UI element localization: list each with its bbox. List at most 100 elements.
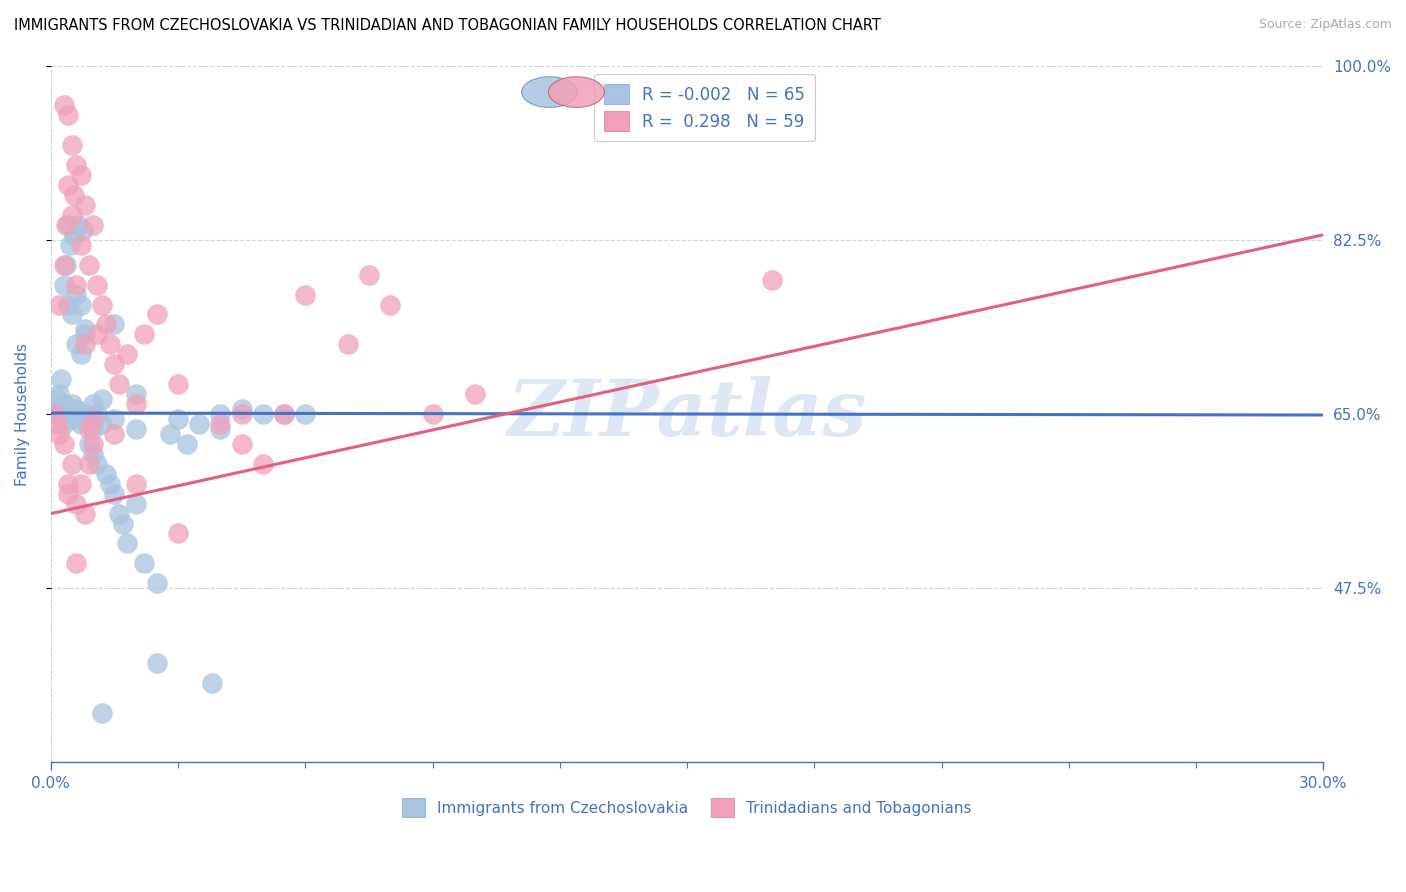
Point bbox=[134, 557, 156, 571]
Text: Source: ZipAtlas.com: Source: ZipAtlas.com bbox=[1258, 18, 1392, 31]
Point bbox=[422, 407, 444, 421]
Point bbox=[167, 412, 190, 426]
Point bbox=[294, 407, 316, 421]
Point bbox=[201, 675, 224, 690]
Point bbox=[65, 497, 87, 511]
Point bbox=[103, 486, 125, 500]
Point bbox=[73, 337, 96, 351]
Point bbox=[115, 536, 138, 550]
Circle shape bbox=[522, 77, 578, 107]
Point bbox=[82, 417, 104, 431]
Point bbox=[73, 322, 96, 336]
Point bbox=[65, 287, 87, 301]
Point bbox=[56, 297, 79, 311]
Point bbox=[48, 387, 70, 401]
Point bbox=[77, 412, 100, 426]
Point bbox=[103, 412, 125, 426]
Point bbox=[209, 422, 232, 436]
Point bbox=[69, 237, 91, 252]
Point bbox=[55, 218, 77, 232]
Point bbox=[65, 557, 87, 571]
Point bbox=[44, 407, 66, 421]
Point bbox=[159, 426, 181, 441]
Point bbox=[73, 198, 96, 212]
Point bbox=[103, 426, 125, 441]
Point bbox=[209, 407, 232, 421]
Point bbox=[60, 208, 83, 222]
Point bbox=[94, 318, 117, 332]
Point bbox=[273, 407, 295, 421]
Point bbox=[56, 407, 79, 421]
Point bbox=[77, 258, 100, 272]
Point bbox=[67, 218, 90, 232]
Point bbox=[69, 417, 91, 431]
Point bbox=[44, 407, 66, 421]
Point bbox=[77, 457, 100, 471]
Point bbox=[107, 377, 129, 392]
Point bbox=[86, 277, 108, 292]
Point bbox=[90, 392, 112, 406]
Y-axis label: Family Households: Family Households bbox=[15, 343, 30, 485]
Point bbox=[188, 417, 211, 431]
Point bbox=[273, 407, 295, 421]
Point bbox=[48, 426, 70, 441]
Point bbox=[86, 327, 108, 342]
Point bbox=[82, 218, 104, 232]
Point bbox=[167, 526, 190, 541]
Point bbox=[55, 258, 77, 272]
Point bbox=[103, 318, 125, 332]
Point bbox=[63, 188, 86, 202]
Point bbox=[124, 397, 146, 411]
Point bbox=[336, 337, 359, 351]
Point bbox=[51, 372, 73, 386]
Point bbox=[111, 516, 134, 531]
Circle shape bbox=[548, 77, 605, 107]
Point bbox=[82, 397, 104, 411]
Point bbox=[56, 218, 79, 232]
Point bbox=[82, 412, 104, 426]
Point bbox=[231, 402, 253, 417]
Point bbox=[65, 402, 87, 417]
Point bbox=[124, 476, 146, 491]
Point bbox=[60, 402, 83, 417]
Point bbox=[73, 407, 96, 421]
Point bbox=[90, 417, 112, 431]
Point bbox=[52, 258, 75, 272]
Point bbox=[252, 407, 274, 421]
Point bbox=[48, 297, 70, 311]
Point bbox=[59, 237, 82, 252]
Point bbox=[90, 297, 112, 311]
Point bbox=[124, 497, 146, 511]
Point bbox=[86, 407, 108, 421]
Point bbox=[65, 337, 87, 351]
Point bbox=[56, 108, 79, 122]
Legend: Immigrants from Czechoslovakia, Trinidadians and Tobagonians: Immigrants from Czechoslovakia, Trinidad… bbox=[395, 790, 980, 824]
Point bbox=[378, 297, 401, 311]
Point bbox=[90, 706, 112, 720]
Point bbox=[48, 402, 70, 417]
Text: IMMIGRANTS FROM CZECHOSLOVAKIA VS TRINIDADIAN AND TOBAGONIAN FAMILY HOUSEHOLDS C: IMMIGRANTS FROM CZECHOSLOVAKIA VS TRINID… bbox=[14, 18, 882, 33]
Point bbox=[464, 387, 486, 401]
Point bbox=[69, 476, 91, 491]
Point bbox=[124, 422, 146, 436]
Point bbox=[82, 447, 104, 461]
Point bbox=[63, 227, 86, 242]
Point bbox=[124, 387, 146, 401]
Point bbox=[52, 397, 75, 411]
Point bbox=[86, 457, 108, 471]
Point bbox=[65, 158, 87, 172]
Point bbox=[134, 327, 156, 342]
Point bbox=[146, 576, 169, 591]
Point bbox=[73, 327, 96, 342]
Point bbox=[60, 138, 83, 153]
Point bbox=[46, 392, 69, 406]
Point bbox=[56, 486, 79, 500]
Point bbox=[69, 347, 91, 361]
Point bbox=[231, 407, 253, 421]
Point bbox=[357, 268, 380, 282]
Point bbox=[46, 417, 69, 431]
Point bbox=[52, 277, 75, 292]
Point bbox=[56, 476, 79, 491]
Point bbox=[60, 308, 83, 322]
Point bbox=[60, 397, 83, 411]
